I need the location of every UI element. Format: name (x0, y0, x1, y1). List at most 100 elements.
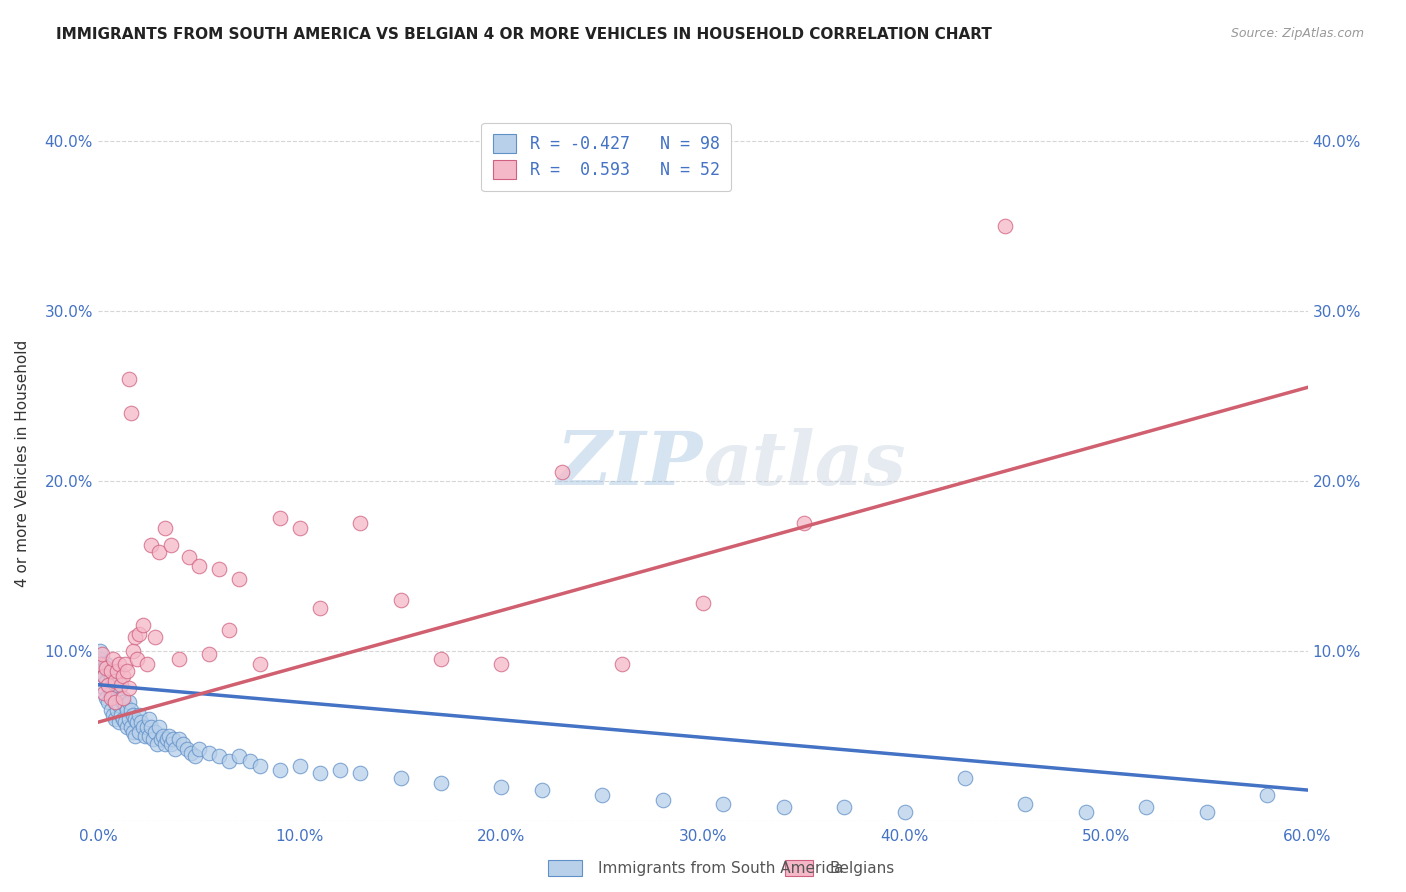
Point (530, 783, 553, 797)
Point (1135, 800, 1157, 814)
Point (115, 664, 138, 678)
Point (198, 746, 221, 760)
Point (711, 797, 734, 811)
Point (125, 652, 148, 666)
Point (115, 720, 138, 734)
Point (138, 729, 160, 743)
Point (153, 737, 176, 751)
Point (288, 521, 311, 535)
Point (118, 372, 141, 386)
Point (143, 725, 166, 739)
Point (218, 754, 240, 768)
Point (591, 788, 613, 802)
Point (551, 466, 574, 480)
Point (149, 732, 172, 747)
Point (156, 732, 179, 747)
Point (148, 545, 170, 559)
Point (129, 715, 152, 730)
Point (118, 712, 141, 726)
Point (139, 538, 162, 552)
Point (228, 749, 250, 764)
Point (93, 686, 115, 700)
Point (96, 657, 118, 672)
Point (118, 681, 141, 695)
Point (772, 800, 794, 814)
Y-axis label: 4 or more Vehicles in Household: 4 or more Vehicles in Household (15, 340, 31, 588)
Point (96, 674, 118, 689)
Point (218, 624, 240, 638)
Point (91, 657, 114, 672)
Point (132, 720, 155, 734)
Point (152, 729, 174, 743)
Point (135, 720, 157, 734)
Point (124, 630, 146, 644)
Point (120, 720, 142, 734)
Point (103, 712, 125, 726)
Point (89, 657, 111, 672)
Point (208, 562, 231, 576)
Point (93, 681, 115, 695)
Point (91, 647, 114, 661)
Text: ZIP: ZIP (557, 427, 703, 500)
Point (349, 766, 371, 780)
Point (110, 708, 132, 723)
Point (832, 800, 855, 814)
Point (100, 664, 122, 678)
Point (110, 691, 132, 706)
Point (91, 664, 114, 678)
Point (491, 780, 513, 794)
Point (101, 708, 124, 723)
Point (142, 732, 165, 747)
Point (103, 678, 125, 692)
Text: IMMIGRANTS FROM SOUTH AMERICA VS BELGIAN 4 OR MORE VEHICLES IN HOUSEHOLD CORRELA: IMMIGRANTS FROM SOUTH AMERICA VS BELGIAN… (56, 27, 993, 42)
Text: atlas: atlas (703, 427, 905, 500)
Point (107, 698, 129, 712)
Point (138, 712, 160, 726)
Point (167, 652, 190, 666)
Point (111, 669, 134, 683)
Point (269, 763, 291, 777)
Legend: R = -0.427   N = 98, R =  0.593   N = 52: R = -0.427 N = 98, R = 0.593 N = 52 (481, 122, 731, 191)
Point (100, 691, 122, 706)
Point (309, 766, 332, 780)
Point (249, 759, 271, 773)
Point (349, 516, 371, 531)
Point (103, 695, 125, 709)
Point (172, 737, 194, 751)
Point (134, 729, 156, 743)
Point (110, 678, 132, 692)
Point (114, 715, 136, 730)
Point (96, 691, 118, 706)
Point (1074, 805, 1097, 819)
Point (101, 691, 124, 706)
Point (97, 664, 120, 678)
Point (105, 703, 128, 717)
Point (97, 678, 120, 692)
Point (139, 720, 162, 734)
Point (111, 691, 134, 706)
Point (93, 669, 115, 683)
Point (184, 749, 207, 764)
Point (105, 686, 128, 700)
Point (89, 644, 111, 658)
Point (153, 521, 176, 535)
Point (163, 742, 186, 756)
Point (612, 657, 634, 672)
Point (100, 669, 122, 683)
Point (692, 596, 714, 610)
Point (124, 712, 146, 726)
Point (121, 725, 143, 739)
Point (162, 732, 184, 747)
Point (160, 538, 183, 552)
Point (128, 708, 150, 723)
Point (132, 618, 155, 632)
Point (100, 686, 122, 700)
Point (111, 712, 134, 726)
Point (143, 630, 166, 644)
Point (893, 805, 915, 819)
Point (89, 652, 111, 666)
Point (309, 601, 332, 615)
Point (120, 406, 142, 420)
Point (115, 703, 138, 717)
Point (114, 698, 136, 712)
